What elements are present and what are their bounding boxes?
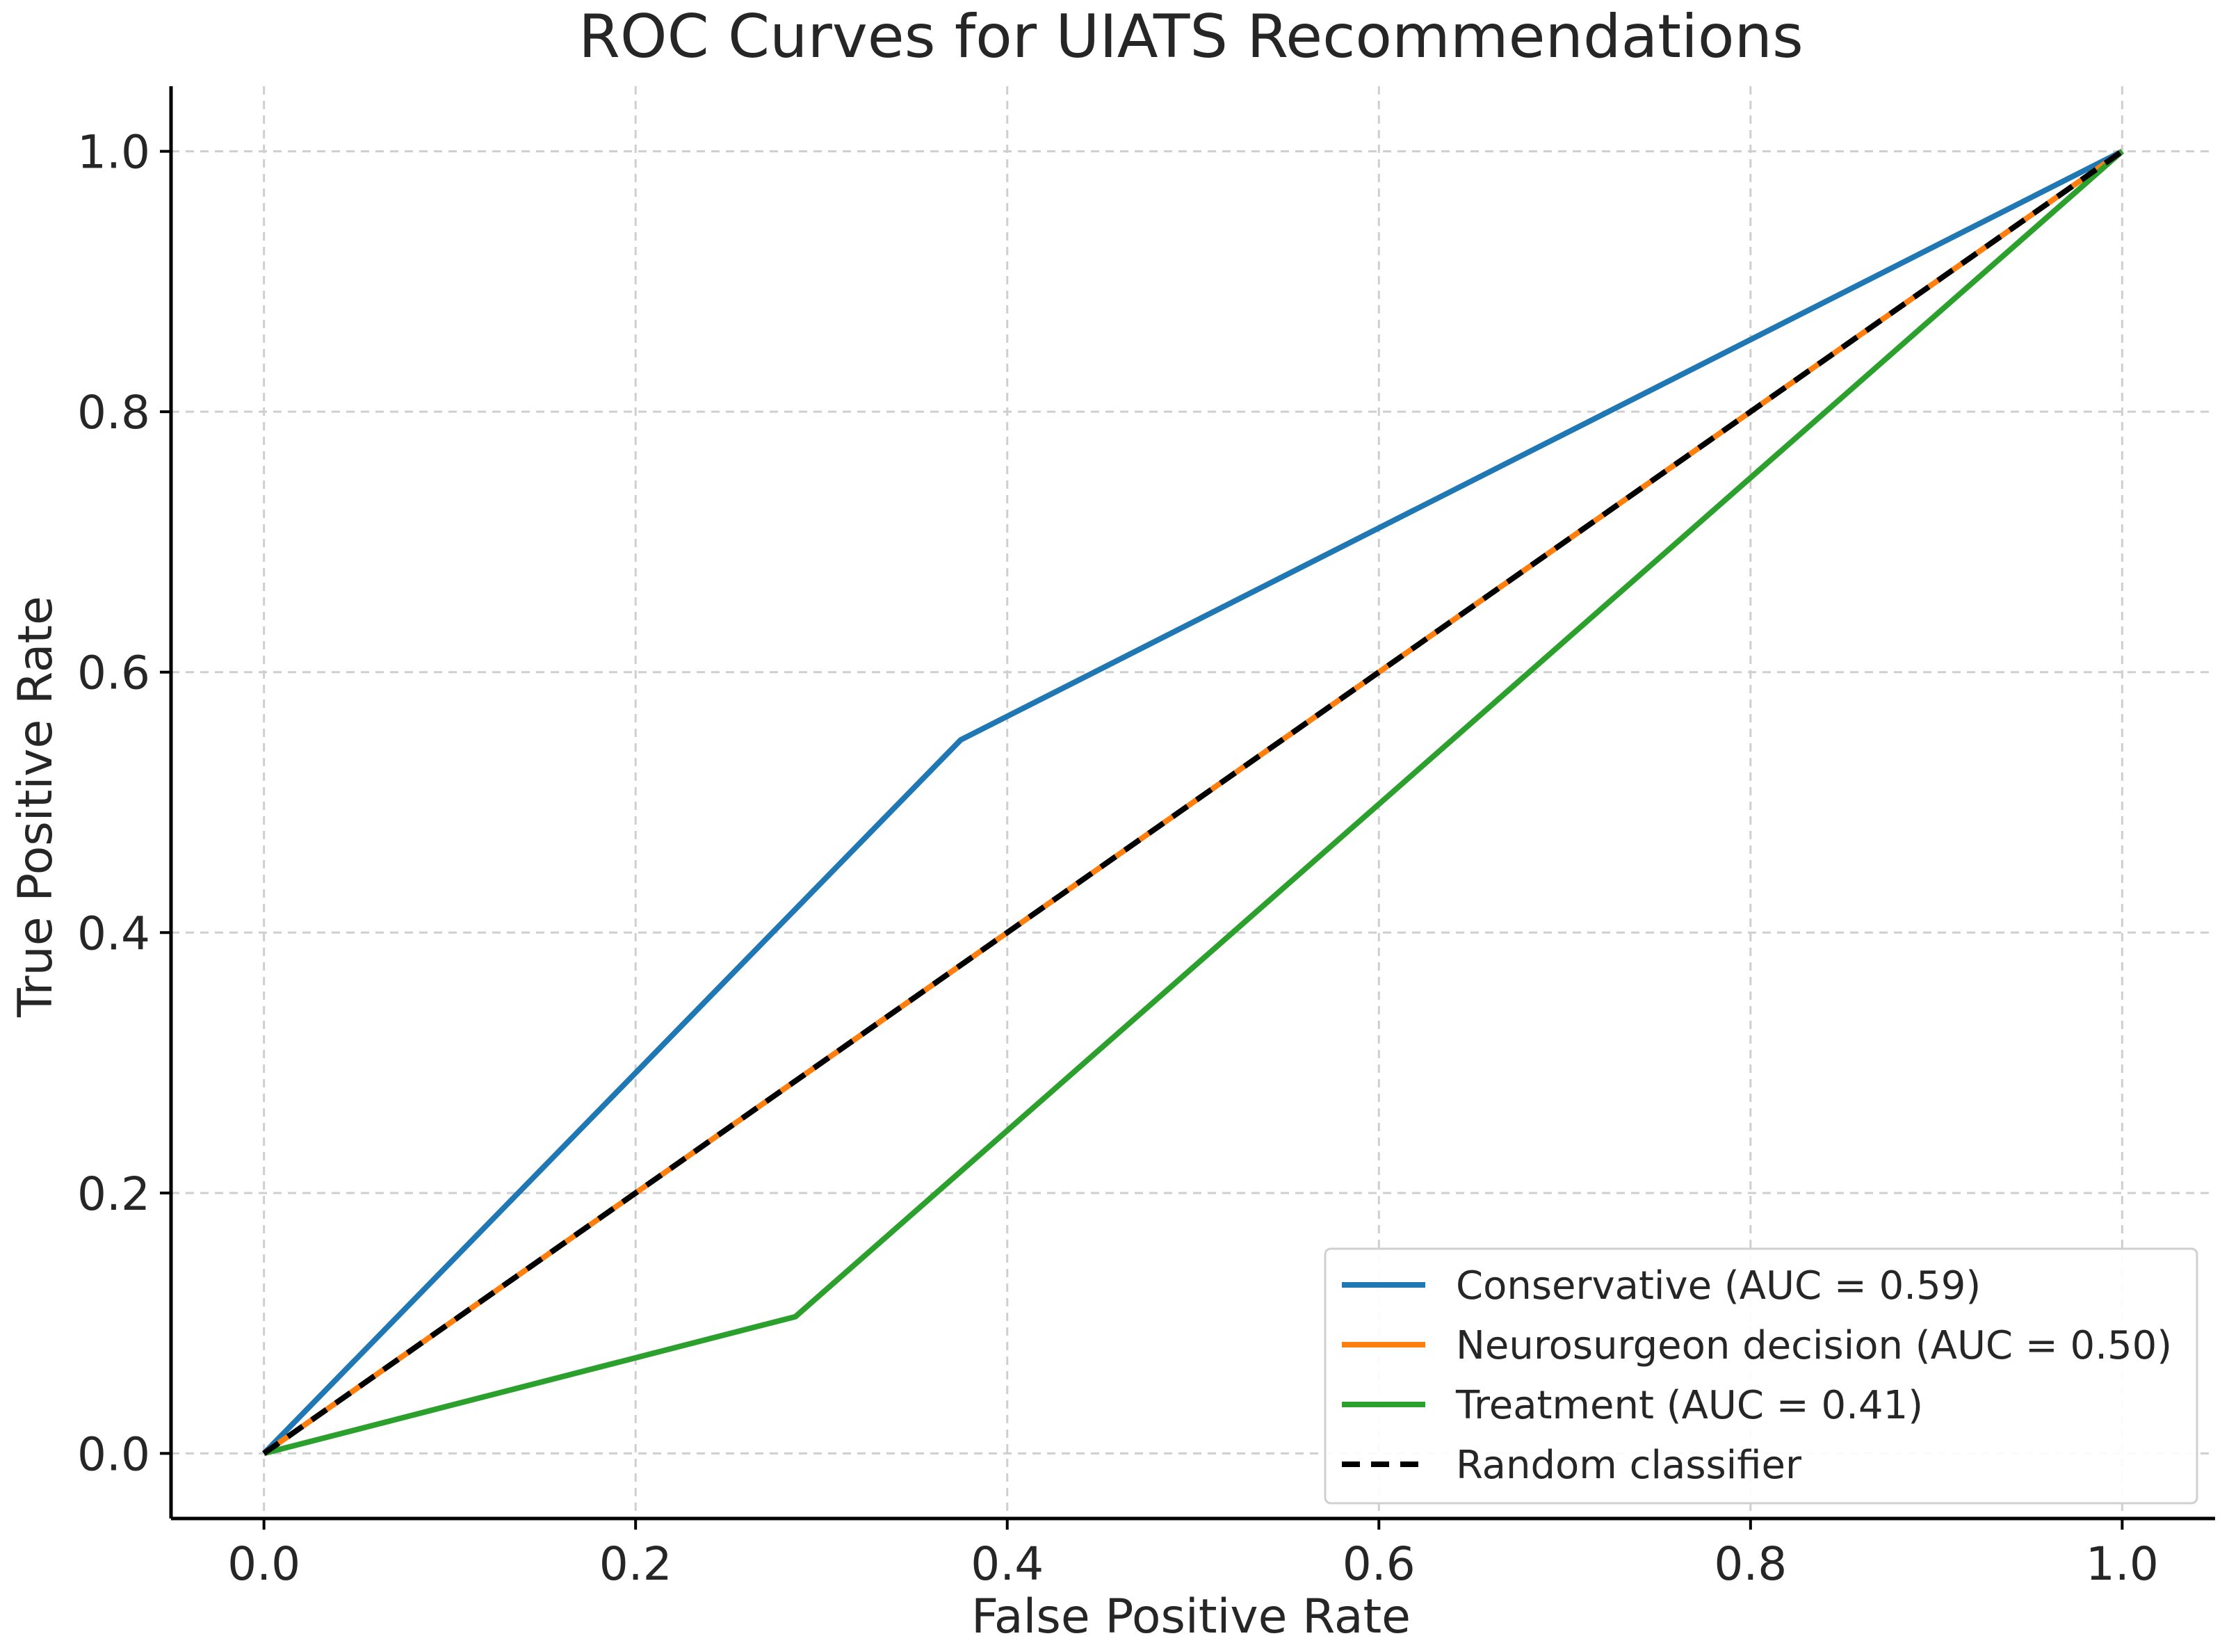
x-tick-label-2: 0.4	[971, 1537, 1044, 1591]
y-tick-label-4: 0.8	[77, 386, 150, 439]
x-tick-label-3: 0.6	[1343, 1537, 1416, 1591]
axes: 0.0 0.2 0.4 0.6 0.8 1.0 0.0 0.2 0.4 0.6 0.8 1.0	[77, 86, 2215, 1591]
legend-box	[1324, 1247, 2198, 1505]
chart-title: ROC Curves for UIATS Recommendations	[578, 2, 1804, 72]
y-tick-label-0: 0.0	[77, 1427, 150, 1481]
x-tick-label-1: 0.2	[599, 1537, 672, 1591]
x-tick-label-0: 0.0	[227, 1537, 300, 1591]
series-line-conservative-auc-0-59	[261, 149, 2124, 1456]
x-axis-label: False Positive Rate	[971, 1589, 1411, 1644]
legend-label-neurosurgeon-decision-auc-0-50: Neurosurgeon decision (AUC = 0.50)	[1456, 1323, 2172, 1368]
legend: Conservative (AUC = 0.59) Neurosurgeon de…	[1324, 1247, 2198, 1505]
legend-label-conservative-auc-0-59: Conservative (AUC = 0.59)	[1456, 1263, 1981, 1309]
legend-label-random-classifier: Random classifier	[1456, 1443, 1802, 1488]
y-tick-label-3: 0.6	[77, 647, 150, 700]
y-axis-label: True Positive Rate	[8, 596, 63, 1018]
grid	[171, 86, 2215, 1519]
x-tick-label-5: 1.0	[2086, 1537, 2159, 1591]
plot-series	[261, 149, 2125, 1457]
legend-label-treatment-auc-0-41: Treatment (AUC = 0.41)	[1455, 1383, 1923, 1428]
series-line-treatment-auc-0-41	[263, 149, 2125, 1457]
x-tick-label-4: 0.8	[1714, 1537, 1787, 1591]
y-tick-label-2: 0.4	[77, 907, 150, 960]
y-tick-label-5: 1.0	[77, 126, 150, 179]
y-tick-label-1: 0.2	[77, 1167, 150, 1221]
series-line-neurosurgeon-decision-auc-0-50	[262, 149, 2124, 1456]
